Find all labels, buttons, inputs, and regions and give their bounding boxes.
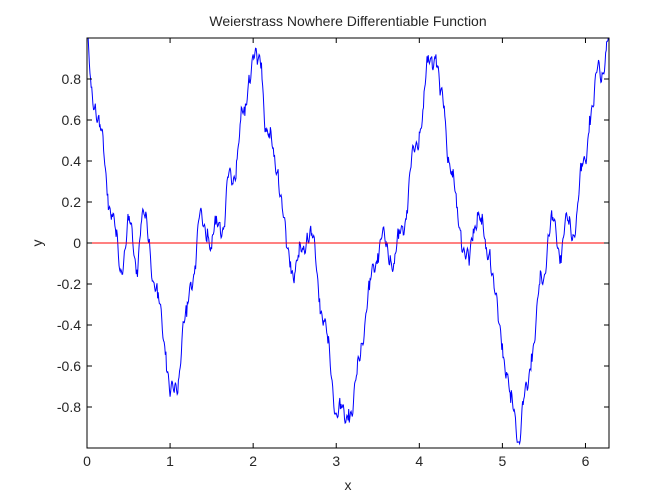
x-tick-label: 5 [498, 453, 506, 469]
y-tick-label: -0.4 [57, 317, 81, 333]
y-tick-label: 0.2 [62, 194, 82, 210]
x-tick-label: 3 [332, 453, 340, 469]
series-line-weierstrass [87, 38, 609, 446]
chart-title: Weierstrass Nowhere Differentiable Funct… [209, 13, 486, 29]
x-tick-label: 1 [166, 453, 174, 469]
y-tick-label: 0.4 [62, 153, 82, 169]
x-axis-ticks: 0 1 2 3 4 5 6 [83, 38, 590, 469]
y-tick-label: -0.2 [57, 276, 81, 292]
x-tick-label: 6 [582, 453, 590, 469]
y-tick-label: 0.8 [62, 71, 82, 87]
x-tick-label: 0 [83, 453, 91, 469]
y-tick-label: -0.6 [57, 358, 81, 374]
y-tick-label: -0.8 [57, 399, 81, 415]
plot-area: 0 1 2 3 4 5 6 -0.8 -0.6 -0.4 -0.2 0 0.2 0.4 0.6 0.8 [57, 37, 610, 469]
x-axis-label: x [345, 477, 352, 493]
x-tick-label: 2 [249, 453, 257, 469]
y-tick-label: 0 [73, 235, 81, 251]
y-axis-ticks: -0.8 -0.6 -0.4 -0.2 0 0.2 0.4 0.6 0.8 [57, 71, 609, 415]
plot-clip-group [87, 38, 609, 446]
y-axis-label: y [29, 240, 45, 247]
y-tick-label: 0.6 [62, 112, 82, 128]
x-tick-label: 4 [415, 453, 423, 469]
